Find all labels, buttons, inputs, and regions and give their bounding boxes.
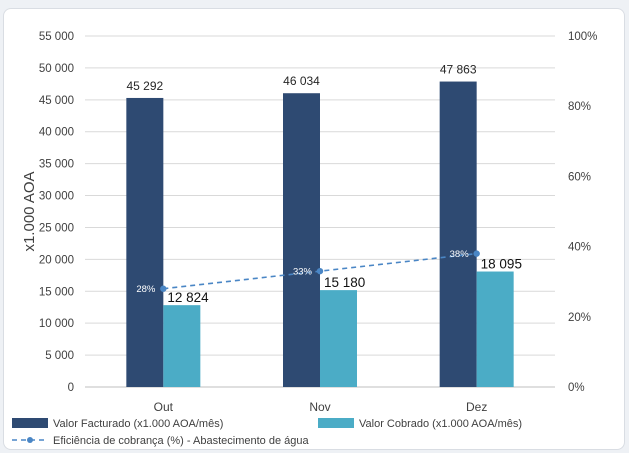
x-category-label: Nov [309,400,330,414]
y2-tick-label: 40% [568,242,591,254]
y-tick-label: 40 000 [39,127,74,139]
y2-tick-label: 20% [568,312,591,324]
line-point-eficiencia [316,267,324,275]
line-point-eficiencia [160,285,167,292]
line-point-eficiencia [473,250,480,257]
y2-tick-label: 0% [568,382,585,394]
legend-label-eficiencia: Eficiência de cobrança (%) - Abastecimen… [53,435,309,447]
y-tick-label: 10 000 [39,318,74,330]
y-tick-label: 15 000 [39,286,74,298]
bar-valor-facturado [439,81,477,388]
legend-swatch-cobrado [318,418,354,428]
data-label-eficiencia: 33% [293,267,313,278]
y2-tick-label: 80% [568,101,591,113]
y2-tick-label: 60% [568,171,591,183]
legend-marker-eficiencia [27,437,33,443]
y-tick-label: 45 000 [39,95,74,107]
y-tick-label: 35 000 [39,159,74,171]
y-tick-label: 30 000 [39,191,74,203]
data-label-facturado: 45 292 [126,79,163,93]
bar-valor-cobrado [320,290,357,387]
y-tick-label: 0 [68,382,74,394]
data-label-facturado: 46 034 [283,74,320,88]
data-label-eficiencia: 38% [450,249,470,260]
y-tick-label: 50 000 [39,63,74,75]
y2-tick-label: 100% [568,31,597,43]
data-label-cobrado: 15 180 [324,275,365,290]
legend-label-cobrado: Valor Cobrado (x1.000 AOA/mês) [359,418,522,430]
legend-label-facturado: Valor Facturado (x1.000 AOA/mês) [53,418,223,430]
y-tick-label: 55 000 [39,31,74,43]
data-label-cobrado: 12 824 [167,290,209,305]
y-tick-label: 20 000 [39,254,74,266]
legend-swatch-facturado [12,418,48,428]
bar-valor-facturado [283,93,320,387]
bar-valor-facturado [126,97,164,388]
bar-valor-cobrado [163,305,201,387]
data-label-facturado: 47 863 [440,63,477,77]
data-label-cobrado: 18 095 [481,257,522,272]
bar-valor-cobrado [476,271,514,387]
y-tick-label: 5 000 [45,350,74,362]
y-axis-title: x1.000 AOA [21,171,38,251]
y-tick-label: 25 000 [39,222,74,234]
x-category-label: Out [154,400,174,414]
x-category-label: Dez [466,400,487,414]
data-label-eficiencia: 28% [136,284,156,295]
